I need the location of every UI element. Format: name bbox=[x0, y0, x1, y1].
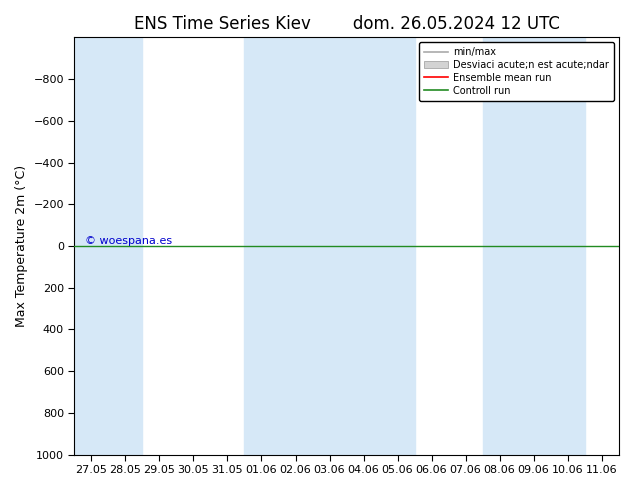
Bar bbox=[347, 37, 415, 455]
Title: ENS Time Series Kiev        dom. 26.05.2024 12 UTC: ENS Time Series Kiev dom. 26.05.2024 12 … bbox=[134, 15, 559, 33]
Bar bbox=[482, 37, 585, 455]
Bar bbox=[245, 37, 347, 455]
Bar bbox=[74, 37, 143, 455]
Text: © woespana.es: © woespana.es bbox=[86, 236, 172, 246]
Y-axis label: Max Temperature 2m (°C): Max Temperature 2m (°C) bbox=[15, 165, 28, 327]
Legend: min/max, Desviaci acute;n est acute;ndar, Ensemble mean run, Controll run: min/max, Desviaci acute;n est acute;ndar… bbox=[419, 42, 614, 100]
